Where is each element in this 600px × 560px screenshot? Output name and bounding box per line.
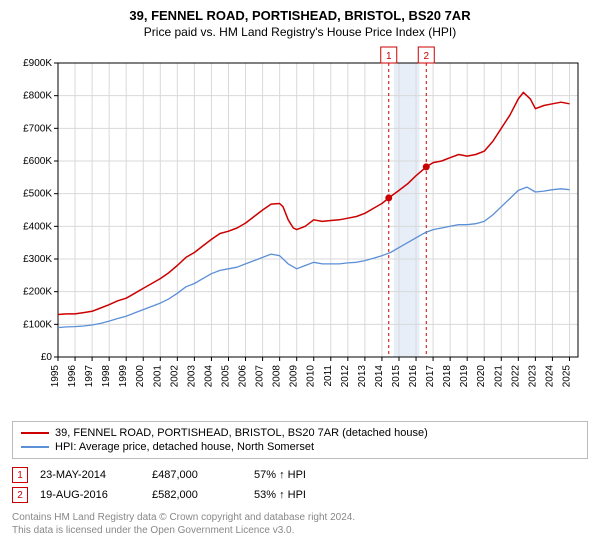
svg-text:2023: 2023 — [527, 365, 538, 388]
legend-swatch — [21, 432, 49, 434]
legend: 39, FENNEL ROAD, PORTISHEAD, BRISTOL, BS… — [12, 421, 588, 459]
svg-text:2010: 2010 — [306, 365, 317, 388]
svg-text:2004: 2004 — [203, 365, 214, 388]
svg-text:2014: 2014 — [374, 365, 385, 388]
svg-text:2: 2 — [423, 51, 429, 62]
svg-text:2020: 2020 — [476, 365, 487, 388]
event-row: 2 19-AUG-2016 £582,000 53% ↑ HPI — [12, 485, 588, 505]
event-price: £487,000 — [152, 469, 242, 481]
svg-text:£700K: £700K — [23, 123, 52, 134]
event-pct: 57% ↑ HPI — [254, 469, 354, 481]
event-marker-icon: 1 — [12, 467, 28, 483]
svg-text:2015: 2015 — [391, 365, 402, 388]
svg-text:2016: 2016 — [408, 365, 419, 388]
svg-text:2024: 2024 — [544, 365, 555, 388]
svg-text:2025: 2025 — [561, 365, 572, 388]
svg-text:2009: 2009 — [289, 365, 300, 388]
svg-text:2017: 2017 — [425, 365, 436, 388]
svg-text:2003: 2003 — [186, 365, 197, 388]
svg-text:£900K: £900K — [23, 58, 52, 69]
chart-area: £0 £100K £200K £300K £400K £500K £600K £700K £80… — [12, 45, 588, 415]
svg-text:2022: 2022 — [510, 365, 521, 388]
svg-text:£500K: £500K — [23, 189, 52, 200]
svg-text:£600K: £600K — [23, 156, 52, 167]
svg-text:2012: 2012 — [340, 365, 351, 388]
legend-label: HPI: Average price, detached house, Nort… — [55, 441, 314, 453]
svg-text:1995: 1995 — [50, 365, 61, 388]
footer-line-1: Contains HM Land Registry data © Crown c… — [12, 511, 588, 524]
line-chart-svg: £0 £100K £200K £300K £400K £500K £600K £700K £80… — [12, 45, 588, 415]
event-marker-icon: 2 — [12, 487, 28, 503]
event-price: £582,000 — [152, 489, 242, 501]
footer-attribution: Contains HM Land Registry data © Crown c… — [12, 511, 588, 537]
svg-text:2018: 2018 — [442, 365, 453, 388]
svg-text:£200K: £200K — [23, 287, 52, 298]
event-date: 19-AUG-2016 — [40, 489, 140, 501]
event-date: 23-MAY-2014 — [40, 469, 140, 481]
svg-text:1999: 1999 — [118, 365, 129, 388]
svg-text:1: 1 — [386, 51, 392, 62]
svg-text:2011: 2011 — [323, 365, 334, 387]
svg-text:2002: 2002 — [169, 365, 180, 388]
svg-text:2005: 2005 — [220, 365, 231, 388]
svg-text:2021: 2021 — [493, 365, 504, 388]
svg-text:1998: 1998 — [101, 365, 112, 388]
event-row: 1 23-MAY-2014 £487,000 57% ↑ HPI — [12, 465, 588, 485]
events-table: 1 23-MAY-2014 £487,000 57% ↑ HPI 2 19-AUG-201… — [12, 465, 588, 505]
svg-text:1996: 1996 — [67, 365, 78, 388]
svg-text:£800K: £800K — [23, 91, 52, 102]
svg-text:£300K: £300K — [23, 254, 52, 265]
chart-subtitle: Price paid vs. HM Land Registry's House … — [12, 25, 588, 39]
svg-text:2006: 2006 — [238, 365, 249, 388]
svg-text:£100K: £100K — [23, 319, 52, 330]
svg-text:2013: 2013 — [357, 365, 368, 388]
svg-text:£400K: £400K — [23, 221, 52, 232]
svg-text:2007: 2007 — [255, 365, 266, 388]
legend-item: 39, FENNEL ROAD, PORTISHEAD, BRISTOL, BS… — [21, 426, 579, 440]
svg-text:2019: 2019 — [459, 365, 470, 388]
svg-text:2000: 2000 — [135, 365, 146, 388]
svg-text:2001: 2001 — [152, 365, 163, 388]
legend-swatch — [21, 446, 49, 448]
legend-label: 39, FENNEL ROAD, PORTISHEAD, BRISTOL, BS… — [55, 427, 428, 439]
event-pct: 53% ↑ HPI — [254, 489, 354, 501]
svg-text:£0: £0 — [41, 352, 53, 363]
svg-text:2008: 2008 — [272, 365, 283, 388]
footer-line-2: This data is licensed under the Open Gov… — [12, 524, 588, 537]
chart-container: 39, FENNEL ROAD, PORTISHEAD, BRISTOL, BS… — [0, 0, 600, 541]
chart-title: 39, FENNEL ROAD, PORTISHEAD, BRISTOL, BS… — [12, 8, 588, 23]
legend-item: HPI: Average price, detached house, Nort… — [21, 440, 579, 454]
svg-text:1997: 1997 — [84, 365, 95, 388]
